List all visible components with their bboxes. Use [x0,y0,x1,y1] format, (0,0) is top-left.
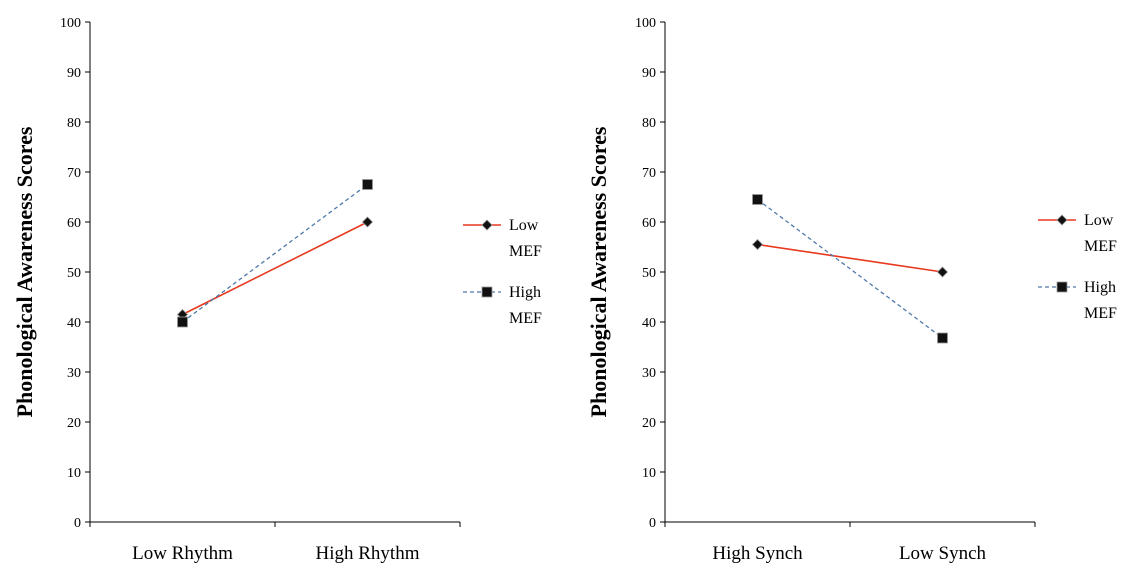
legend-marker [1056,281,1068,293]
y-tick-label: 60 [642,216,656,231]
series-line [757,198,943,339]
y-tick-label: 0 [649,516,656,531]
y-tick-label: 0 [74,516,81,531]
legend-label: Low [509,217,539,234]
y-tick-label: 20 [642,416,656,431]
legend-marker [481,286,493,298]
y-tick-label: 40 [67,316,81,331]
y-tick-label: 10 [642,466,656,481]
legend-marker [1056,214,1068,226]
y-tick-label: 100 [60,16,81,31]
x-tick-label: Low Rhythm [132,543,233,564]
data-point [177,316,188,328]
data-point [751,238,764,251]
legend-label: MEF [509,243,542,260]
legend-label: MEF [509,310,542,327]
legend-marker [481,219,493,231]
chart-panel-1: 0 10 20 30 40 50 60 70 80 90 100 Low Rhythm High Rhy… [12,16,542,564]
legend-label: MEF [1084,238,1117,255]
y-tick-label: 80 [642,116,656,131]
y-tick-label: 80 [67,116,81,131]
y-tick-label: 50 [67,266,81,281]
data-point [361,216,374,228]
y-axis-title: Phonological Awareness Scores [12,126,37,417]
y-tick-label: 30 [642,366,656,381]
legend-label: High [509,284,541,301]
y-tick-label: 90 [67,66,81,81]
y-axis-title: Phonological Awareness Scores [586,126,611,417]
series-line [757,243,943,273]
x-tick-label: Low Synch [899,543,987,564]
x-tick-label: High Rhythm [316,543,420,564]
y-tick-label: 100 [635,16,656,31]
legend: Low MEF High MEF [463,217,542,327]
data-point [752,194,763,205]
y-tick-label: 90 [642,66,656,81]
y-tick-label: 70 [642,166,656,181]
data-point [936,266,949,278]
y-tick-label: 70 [67,166,81,181]
y-tick-label: 40 [642,316,656,331]
x-tick-label: High Synch [712,543,803,564]
chart-panel-2: 0 10 20 30 40 50 60 70 80 90 100 High Synch Low Sync… [586,16,1117,564]
legend: Low MEF High MEF [1038,212,1117,322]
series-line [182,183,368,323]
legend-label: High [1084,279,1116,296]
y-tick-label: 30 [67,366,81,381]
data-point [937,332,948,344]
y-tick-label: 10 [67,466,81,481]
y-tick-label: 20 [67,416,81,431]
y-tick-label: 50 [642,266,656,281]
data-point [362,179,373,190]
legend-label: Low [1084,212,1114,229]
legend-label: MEF [1084,305,1117,322]
y-tick-label: 60 [67,216,81,231]
